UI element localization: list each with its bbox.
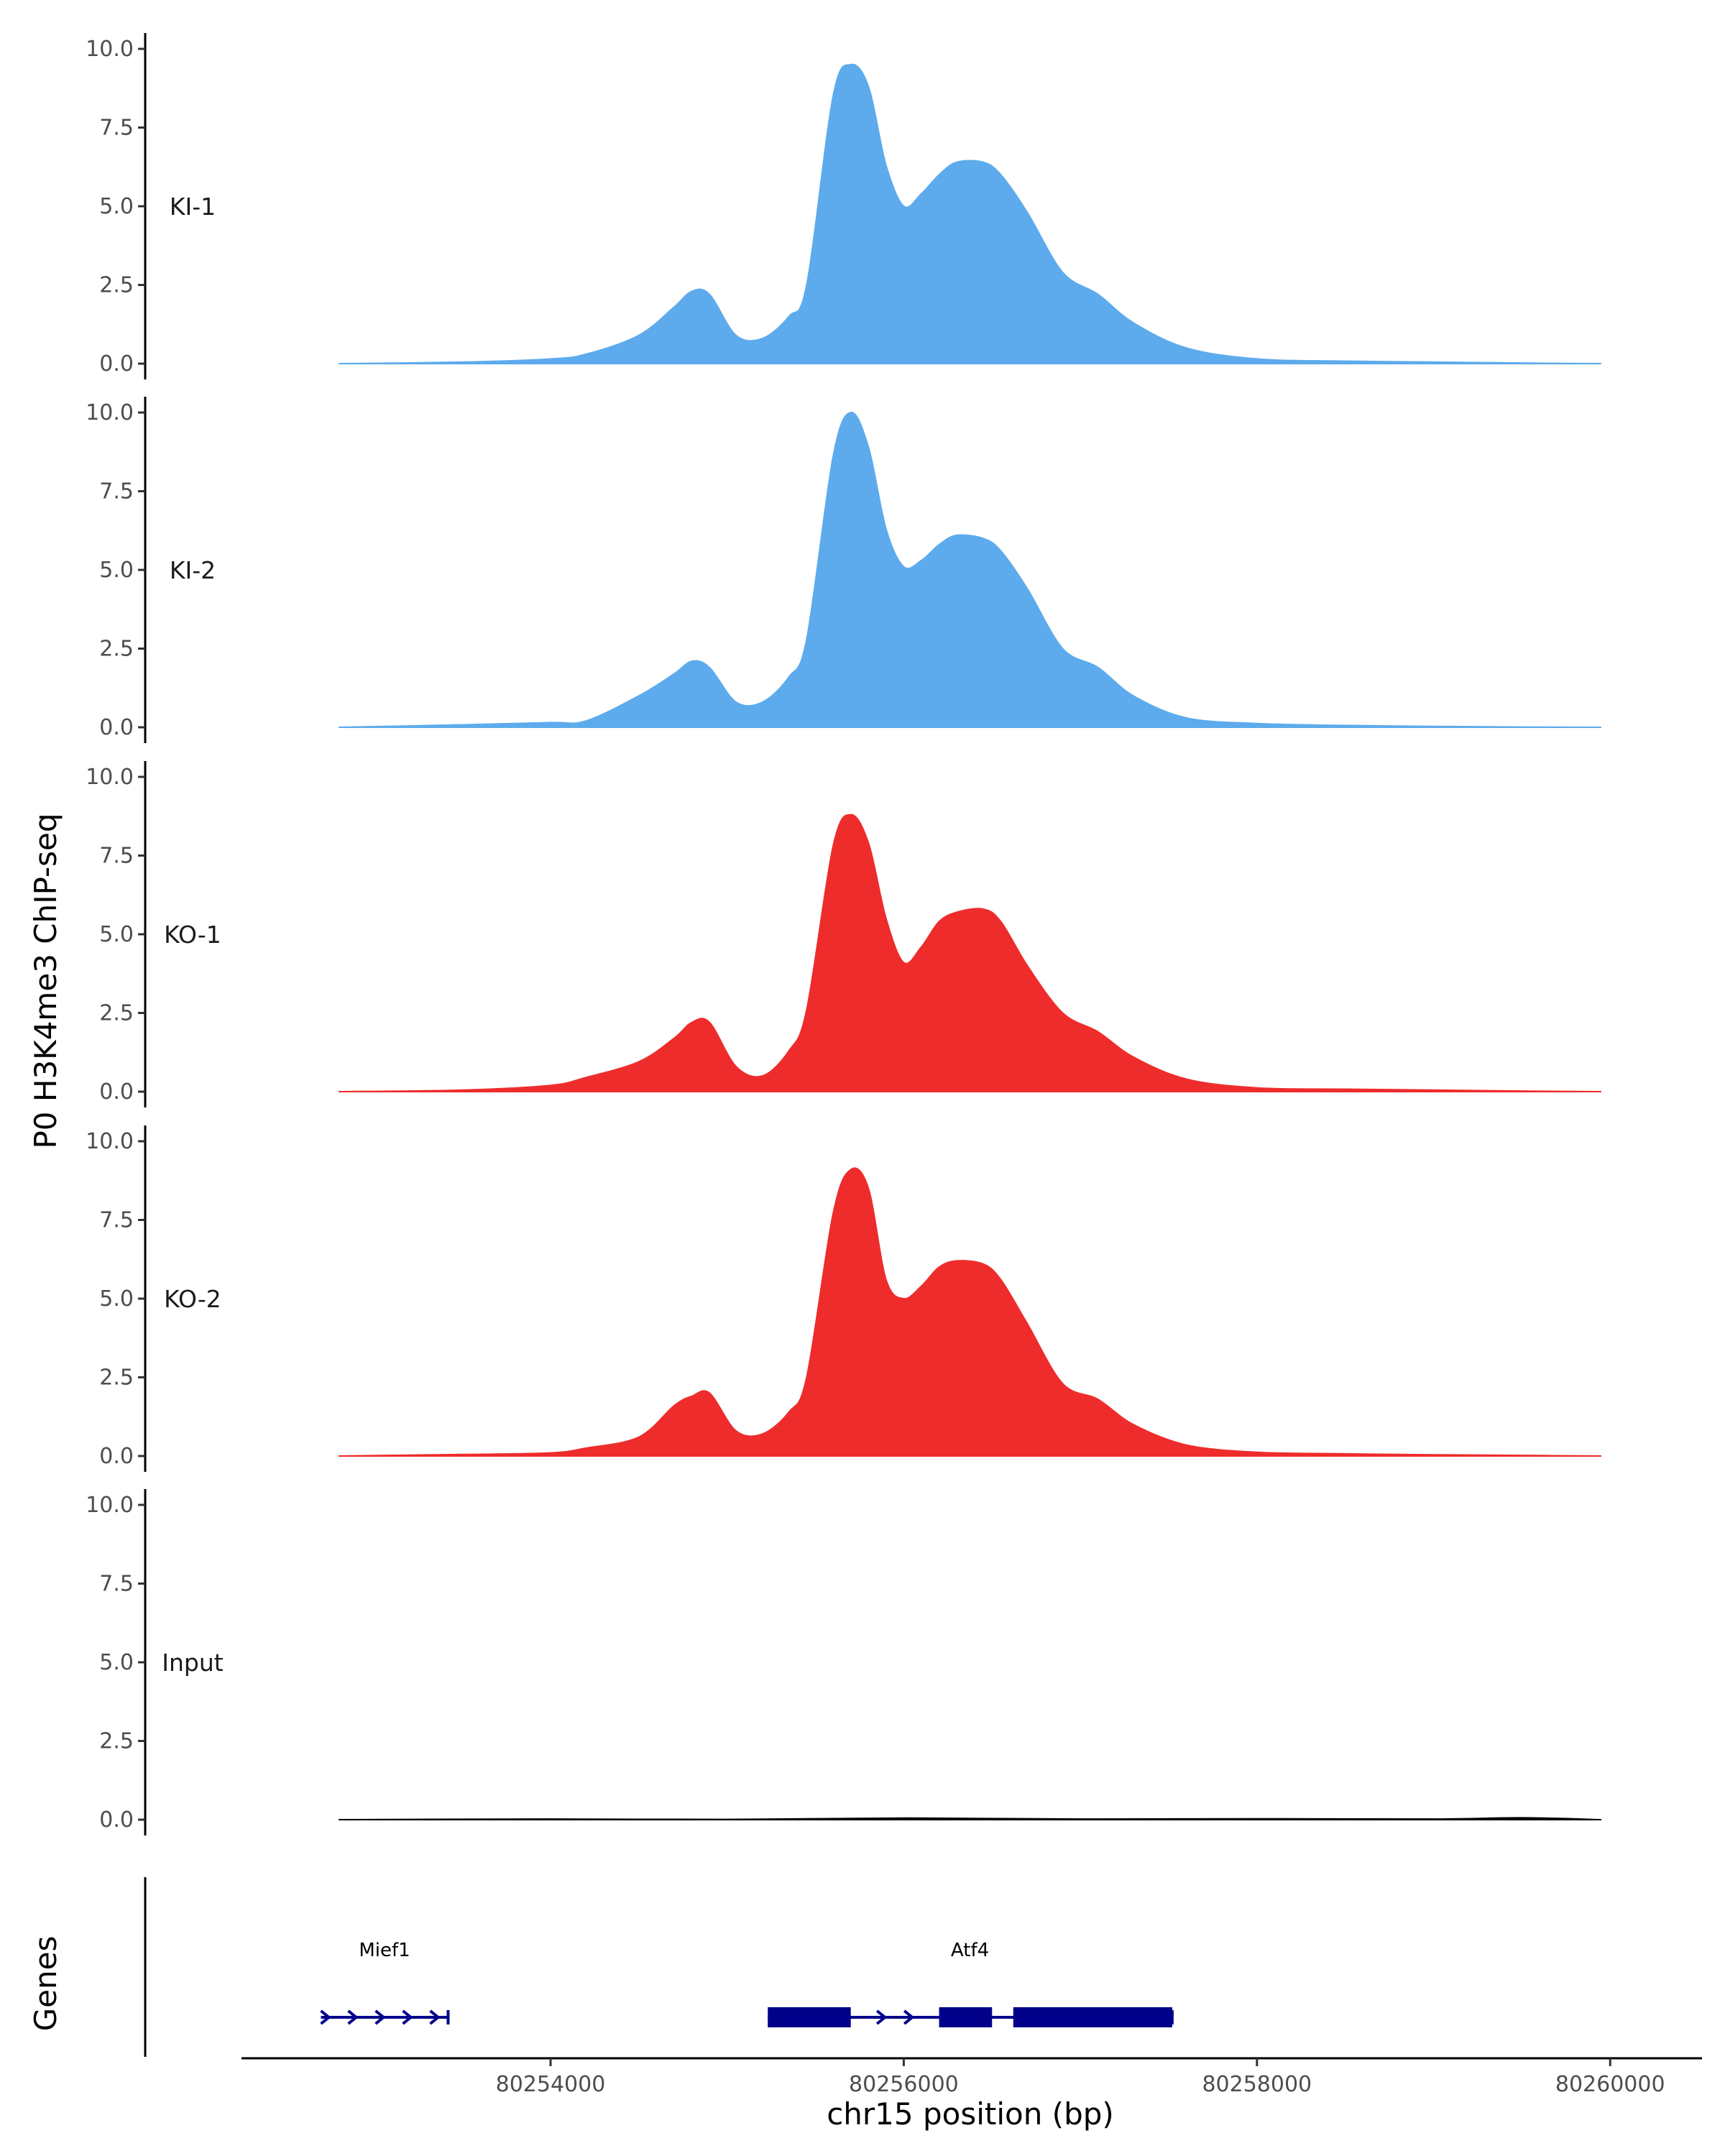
y-tick-label: 7.5	[99, 116, 134, 141]
track-ko-1: 0.0 2.5 5.0 7.5 10.0 KO-1	[86, 761, 1601, 1107]
strand-arrow	[320, 2009, 331, 2025]
y-tick-label: 2.5	[99, 273, 134, 298]
y-tick-label: 5.0	[99, 1286, 134, 1312]
strand-arrow	[903, 2009, 915, 2025]
gene-track: Mief1 Atf4	[144, 1877, 1174, 2057]
gene-mief1: Mief1	[320, 1940, 450, 2025]
y-tick-label: 5.0	[99, 922, 134, 947]
gene-exon	[768, 2007, 851, 2027]
x-tick-label: 80258000	[1202, 2072, 1312, 2097]
track-ki-2: 0.0 2.5 5.0 7.5 10.0 KI-2	[86, 397, 1601, 743]
strand-arrow	[402, 2009, 413, 2025]
y-tick-label: 5.0	[99, 194, 134, 219]
gene-label-atf4: Atf4	[951, 1940, 989, 1961]
strand-arrow	[429, 2009, 441, 2025]
track-label-ki-2: KI-2	[170, 556, 216, 584]
track-input: 0.0 2.5 5.0 7.5 10.0 Input	[86, 1489, 1601, 1835]
x-tick-label: 80256000	[849, 2072, 959, 2097]
y-axis-title: P0 H3K4me3 ChIP-seq	[28, 813, 63, 1148]
y-tick-label: 2.5	[99, 1729, 134, 1754]
coverage-tracks: 0.0 2.5 5.0 7.5 10.0 KI-1 0.0 2.5 5.0 7.5 10.0 KI-2…	[86, 33, 1601, 1835]
y-tick-label: 10.0	[86, 37, 134, 62]
y-tick-label: 0.0	[99, 715, 134, 740]
y-tick-label: 7.5	[99, 1208, 134, 1233]
y-tick-label: 0.0	[99, 351, 134, 377]
track-ko-2: 0.0 2.5 5.0 7.5 10.0 KO-2	[86, 1125, 1601, 1472]
y-tick-label: 2.5	[99, 1001, 134, 1026]
x-axis-title: chr15 position (bp)	[827, 2096, 1114, 2132]
coverage-area-input	[339, 1817, 1601, 1820]
y-tick-label: 2.5	[99, 1365, 134, 1391]
y-tick-label: 10.0	[86, 400, 134, 425]
y-tick-label: 0.0	[99, 1444, 134, 1469]
y-tick-label: 7.5	[99, 844, 134, 869]
gene-atf4: Atf4	[768, 1940, 1174, 2027]
strand-arrow	[374, 2009, 386, 2025]
y-tick-label: 10.0	[86, 1129, 134, 1154]
gene-exon	[939, 2007, 993, 2027]
x-tick-label: 80254000	[496, 2072, 606, 2097]
track-ki-1: 0.0 2.5 5.0 7.5 10.0 KI-1	[86, 33, 1601, 379]
y-tick-label: 7.5	[99, 479, 134, 505]
y-tick-label: 0.0	[99, 1079, 134, 1105]
x-tick-label: 80260000	[1555, 2072, 1665, 2097]
track-label-input: Input	[162, 1649, 224, 1677]
gene-label-mief1: Mief1	[359, 1940, 410, 1961]
strand-arrow	[875, 2009, 888, 2025]
y-tick-label: 7.5	[99, 1572, 134, 1597]
coverage-area-ko-2	[339, 1167, 1601, 1457]
x-axis: 80254000 80256000 80258000 80260000	[242, 2057, 1702, 2097]
y-tick-label: 10.0	[86, 765, 134, 790]
y-tick-label: 5.0	[99, 1650, 134, 1675]
strand-arrow	[347, 2009, 359, 2025]
gene-track-title: Genes	[28, 1936, 63, 2032]
coverage-area-ko-1	[339, 814, 1601, 1092]
track-label-ki-1: KI-1	[170, 193, 216, 221]
coverage-area-ki-1	[339, 63, 1601, 364]
coverage-area-ki-2	[339, 411, 1601, 728]
y-tick-label: 0.0	[99, 1807, 134, 1833]
y-tick-label: 10.0	[86, 1493, 134, 1518]
y-tick-label: 2.5	[99, 637, 134, 662]
track-label-ko-1: KO-1	[164, 921, 221, 949]
track-label-ko-2: KO-2	[164, 1285, 221, 1313]
gene-exon	[1013, 2007, 1172, 2027]
y-tick-label: 5.0	[99, 558, 134, 583]
